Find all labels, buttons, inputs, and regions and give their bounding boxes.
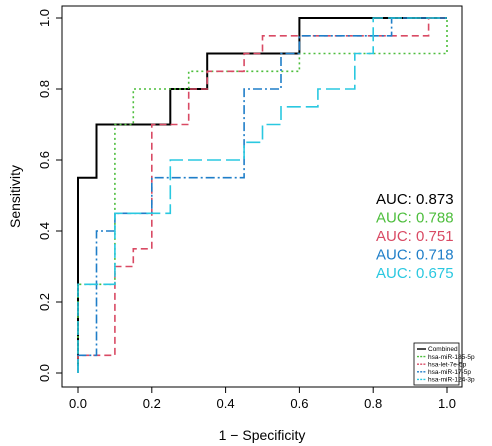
y-tick-label: 0.4	[37, 222, 52, 240]
legend-label-2: hsa-let-7e-5p	[428, 361, 467, 368]
auc-label-0: AUC: 0.873	[376, 191, 454, 208]
x-tick-label: 0.4	[217, 396, 235, 411]
x-tick-label: 0.2	[143, 396, 161, 411]
series-layer	[77, 17, 448, 373]
series-line-3	[77, 17, 447, 373]
legend: Combinedhsa-miR-185-5phsa-let-7e-5phsa-m…	[413, 342, 475, 386]
x-tick-label: 0.8	[364, 396, 382, 411]
y-tick-label: 0.0	[37, 364, 52, 382]
series-line-4	[77, 17, 447, 373]
y-tick-label: 1.0	[37, 9, 52, 27]
legend-label-1: hsa-miR-185-5p	[428, 354, 475, 361]
y-axis-title: Sensitivity	[7, 165, 23, 228]
y-tick-label: 0.8	[37, 80, 52, 98]
auc-label-4: AUC: 0.675	[376, 265, 454, 282]
y-axis: 0.0 0.2 0.4 0.6 0.8 1.0	[37, 9, 63, 382]
auc-label-2: AUC: 0.751	[376, 228, 454, 245]
series-line-1	[77, 18, 448, 373]
legend-label-0: Combined	[428, 346, 458, 353]
auc-label-3: AUC: 0.718	[376, 247, 454, 264]
y-tick-label: 0.2	[37, 293, 52, 311]
auc-label-1: AUC: 0.788	[376, 210, 454, 227]
y-tick-label: 0.6	[37, 151, 52, 169]
x-tick-label: 1.0	[438, 396, 456, 411]
x-axis-title: 1 − Specificity	[219, 427, 306, 443]
x-tick-label: 0.0	[69, 396, 87, 411]
legend-label-3: hsa-miR-17-5p	[428, 369, 471, 376]
x-axis: 0.0 0.2 0.4 0.6 0.8 1.0	[69, 386, 456, 411]
x-tick-label: 0.6	[290, 396, 308, 411]
legend-label-4: hsa-miR-124-3p	[428, 377, 475, 384]
